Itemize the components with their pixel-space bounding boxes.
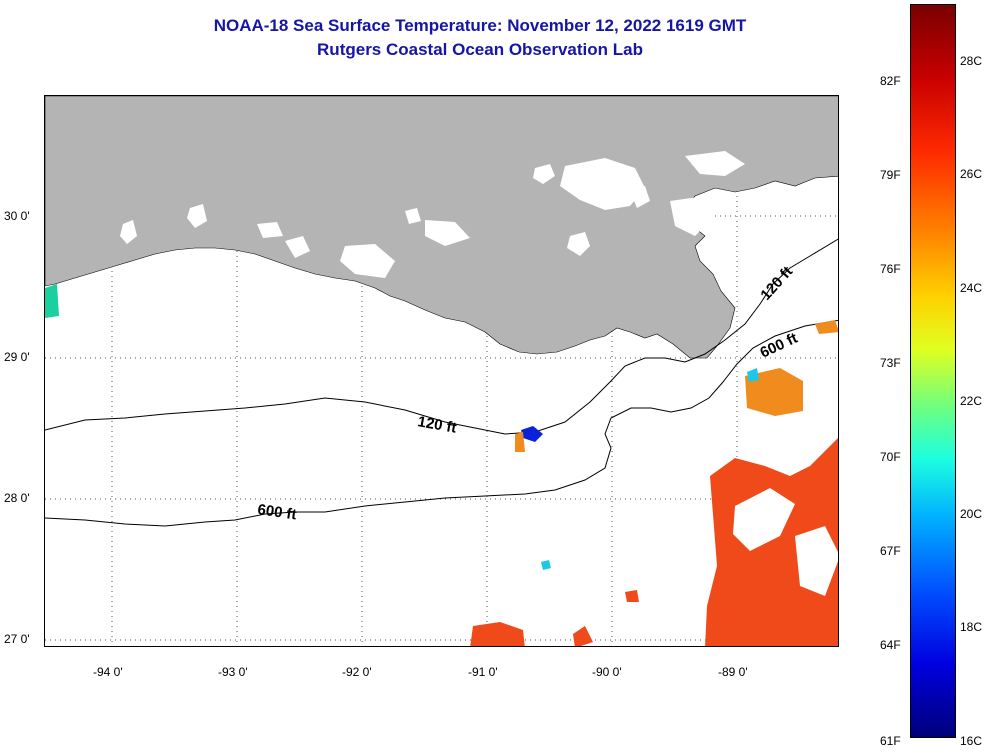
lon-label-89: -89 0' [718,665,748,679]
colorbar-f-64: 64F [880,638,901,652]
contour-label-600-west: 600 ft [256,501,297,523]
lat-label-27: 27 0' [4,632,30,646]
colorbar-f-76: 76F [880,262,901,276]
colorbar-c-24: 24C [960,281,983,295]
land-lakes [120,151,745,278]
colorbar-c-20: 20C [960,507,983,521]
colorbar-f-73: 73F [880,356,901,370]
lon-label-93: -93 0' [218,665,248,679]
lon-label-94: -94 0' [93,665,123,679]
colorbar-f-61: 61F [880,734,901,748]
colorbar-c-26: 26C [960,167,983,181]
colorbar-c-16: 16C [960,734,983,748]
lon-label-91: -91 0' [468,665,498,679]
colorbar-f-67: 67F [880,544,901,558]
chart-title: NOAA-18 Sea Surface Temperature: Novembe… [213,16,747,35]
contour-label-120-west: 120 ft [416,413,458,437]
map-canvas: 120 ft 120 ft 600 ft 600 ft [45,96,838,646]
lon-label-92: -92 0' [342,665,372,679]
colorbar-f-79: 79F [880,168,901,182]
colorbar-c-18: 18C [960,620,983,634]
sst-map: 120 ft 120 ft 600 ft 600 ft [44,95,839,647]
lat-label-30: 30 0' [4,209,30,223]
colorbar-f-70: 70F [880,450,901,464]
contour-120ft [45,238,838,435]
temperature-colorbar [910,4,956,738]
colorbar-c-28: 28C [960,54,983,68]
colorbar-c-22: 22C [960,394,983,408]
lon-label-90: -90 0' [592,665,622,679]
lat-label-29: 29 0' [4,350,30,364]
sst-patches [45,284,838,646]
lat-label-28: 28 0' [4,491,30,505]
colorbar-f-82: 82F [880,74,901,88]
contour-label-120-east: 120 ft [757,263,796,303]
contour-600ft [45,319,838,527]
chart-subtitle: Rutgers Coastal Ocean Observation Lab [317,40,643,59]
